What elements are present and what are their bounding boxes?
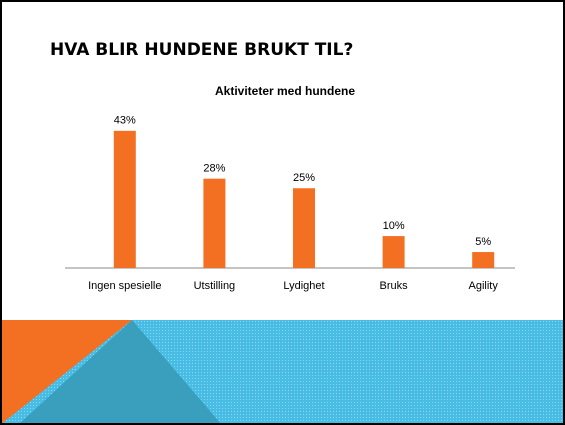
bar [382,236,405,268]
x-tick-label: Agility [469,280,499,292]
bar [472,252,495,268]
slide-title: HVA BLIR HUNDENE BRUKT TIL? [50,40,353,60]
decor-orange [0,320,132,425]
value-label: 43% [114,115,136,127]
x-tick-label: Bruks [380,280,409,292]
decor-triangle [18,320,222,425]
value-label: 10% [383,220,405,232]
bar [203,178,226,268]
value-label: 5% [475,236,491,248]
x-tick-label: Lydighet [283,280,324,292]
bar [113,130,136,268]
x-tick-label: Utstilling [194,280,236,292]
bar [293,188,315,268]
value-label: 28% [203,163,225,175]
value-label: 25% [293,172,315,184]
chart-title: Aktiviteter med hundene [215,84,355,98]
x-tick-label: Ingen spesielle [88,280,161,292]
